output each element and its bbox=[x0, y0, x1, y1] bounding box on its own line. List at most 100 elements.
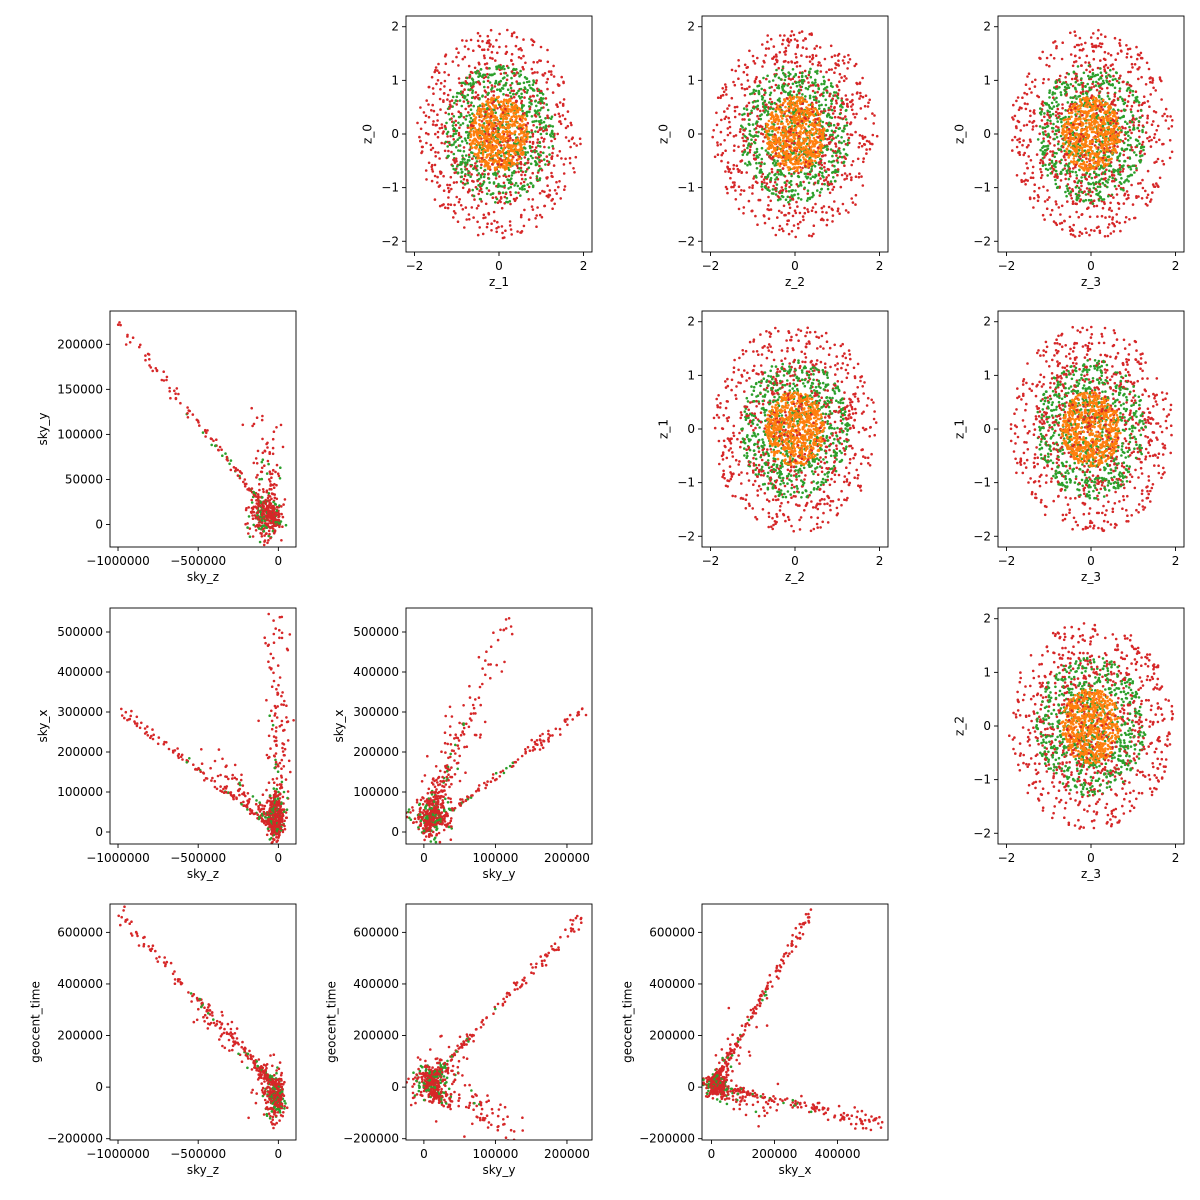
point-outer bbox=[738, 112, 741, 116]
point-outer bbox=[871, 133, 875, 137]
point-outer bbox=[496, 220, 499, 224]
point-outer bbox=[474, 95, 478, 99]
point-middle bbox=[766, 113, 769, 117]
point-middle bbox=[482, 80, 486, 83]
point-inner bbox=[489, 101, 492, 104]
point-middle bbox=[808, 96, 812, 100]
point-outer bbox=[532, 94, 535, 98]
point-middle bbox=[769, 91, 773, 95]
point-outer bbox=[800, 54, 803, 57]
point-inner bbox=[480, 143, 483, 146]
point-inner bbox=[786, 102, 790, 105]
point-middle bbox=[781, 195, 785, 199]
point-outer bbox=[785, 223, 789, 226]
point-inner bbox=[488, 146, 492, 150]
point-outer bbox=[534, 217, 537, 220]
point-middle bbox=[497, 182, 500, 186]
point-outer bbox=[772, 45, 776, 48]
point-middle bbox=[514, 191, 518, 194]
point-outer bbox=[1098, 140, 1102, 143]
point-outer bbox=[1027, 144, 1030, 147]
point-middle bbox=[834, 129, 837, 133]
point-outer bbox=[424, 131, 428, 135]
point-outer bbox=[526, 161, 530, 164]
point-inner bbox=[786, 114, 790, 118]
point-outer bbox=[570, 123, 573, 127]
point-outer bbox=[796, 39, 799, 43]
point-middle bbox=[482, 175, 486, 179]
point-outer bbox=[559, 122, 563, 126]
point-inner bbox=[486, 163, 490, 166]
point-inner bbox=[502, 130, 505, 133]
point-outer bbox=[512, 155, 515, 159]
point-outer bbox=[1137, 195, 1140, 198]
point-inner bbox=[519, 149, 522, 152]
point-outer bbox=[512, 89, 516, 93]
point-outer bbox=[1016, 138, 1019, 142]
point-outer bbox=[1078, 56, 1081, 60]
point-inner bbox=[782, 139, 786, 143]
point-outer bbox=[820, 154, 824, 158]
point-outer bbox=[728, 125, 732, 129]
point-outer bbox=[551, 151, 554, 155]
point-outer bbox=[504, 192, 508, 196]
point-middle bbox=[544, 124, 548, 127]
point-inner bbox=[475, 140, 479, 143]
point-outer bbox=[573, 142, 576, 145]
point-outer bbox=[439, 88, 442, 91]
point-middle bbox=[472, 82, 476, 85]
point-middle bbox=[741, 126, 744, 129]
point-inner bbox=[798, 102, 802, 105]
point-outer bbox=[1129, 55, 1133, 59]
point-inner bbox=[793, 134, 796, 137]
y-tick-label: 0 bbox=[687, 127, 695, 141]
point-outer bbox=[861, 95, 865, 99]
point-middle bbox=[509, 181, 513, 184]
point-outer bbox=[544, 97, 548, 100]
point-outer bbox=[553, 113, 557, 117]
point-outer bbox=[497, 192, 501, 195]
point-outer bbox=[479, 187, 483, 191]
point-middle bbox=[800, 75, 804, 78]
point-middle bbox=[840, 136, 843, 139]
point-outer bbox=[1145, 121, 1149, 124]
point-inner bbox=[507, 114, 511, 117]
point-outer bbox=[1092, 204, 1096, 208]
point-inner bbox=[807, 159, 810, 163]
point-middle bbox=[1130, 110, 1133, 114]
point-outer bbox=[447, 203, 450, 206]
point-inner bbox=[809, 148, 813, 152]
point-inner bbox=[803, 126, 806, 129]
point-outer bbox=[436, 113, 439, 116]
point-inner bbox=[484, 116, 488, 120]
point-outer bbox=[1021, 96, 1024, 99]
point-inner bbox=[470, 146, 474, 149]
point-inner bbox=[515, 115, 518, 118]
point-inner bbox=[818, 129, 821, 133]
point-inner bbox=[811, 162, 814, 166]
point-outer bbox=[446, 98, 449, 101]
point-outer bbox=[480, 190, 484, 194]
point-middle bbox=[795, 81, 798, 84]
point-outer bbox=[531, 43, 534, 47]
point-outer bbox=[787, 44, 790, 47]
point-middle bbox=[797, 184, 801, 188]
point-middle bbox=[753, 151, 757, 154]
point-outer bbox=[837, 59, 840, 62]
point-inner bbox=[510, 115, 513, 119]
point-outer bbox=[564, 157, 567, 161]
point-inner bbox=[772, 146, 776, 150]
point-outer bbox=[476, 179, 479, 183]
point-outer bbox=[452, 181, 456, 184]
point-middle bbox=[808, 70, 811, 73]
point-outer bbox=[1078, 230, 1082, 234]
point-middle bbox=[760, 95, 764, 98]
point-middle bbox=[840, 155, 844, 159]
point-outer bbox=[836, 207, 840, 210]
point-outer bbox=[499, 197, 503, 200]
point-middle bbox=[841, 129, 844, 133]
point-outer bbox=[817, 161, 821, 164]
point-middle bbox=[758, 161, 761, 165]
point-outer bbox=[474, 91, 478, 94]
point-middle bbox=[544, 163, 547, 166]
